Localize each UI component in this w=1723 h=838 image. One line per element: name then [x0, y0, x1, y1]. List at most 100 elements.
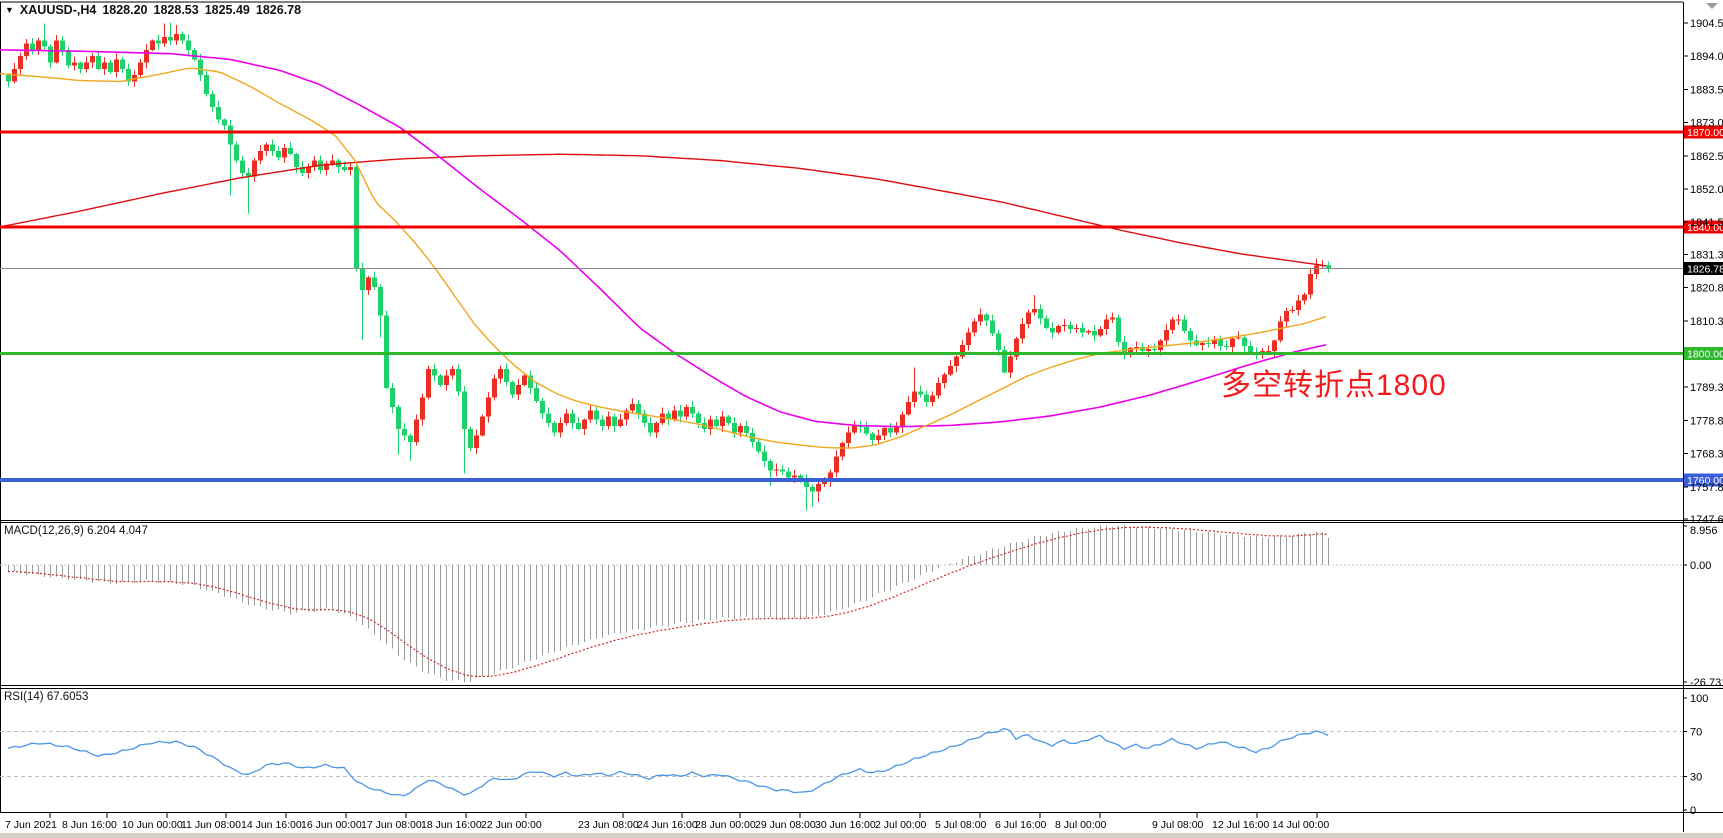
- time-label: 10 Jun 00:00: [122, 819, 183, 831]
- candle-body: [618, 419, 623, 427]
- candle-body: [1116, 317, 1121, 342]
- candle-body: [1200, 342, 1205, 345]
- candle-body: [1230, 338, 1235, 348]
- candle-body: [1242, 337, 1247, 346]
- candle-body: [228, 125, 233, 145]
- candle-body: [162, 37, 167, 44]
- candle-body: [1278, 321, 1283, 341]
- candle-body: [444, 375, 449, 385]
- candle-body: [894, 427, 899, 433]
- candle-body: [552, 422, 557, 433]
- macd-scale-label: 8.956: [1690, 525, 1718, 537]
- candle-body: [1284, 311, 1289, 322]
- candle-body: [984, 314, 989, 321]
- candle-body: [60, 40, 65, 50]
- price-tick-label: 1831.30: [1690, 249, 1723, 261]
- candle-body: [1266, 351, 1271, 353]
- time-label: 9 Jul 08:00: [1152, 819, 1204, 831]
- current-price-label-text: 1826.78: [1687, 264, 1723, 276]
- candle-body: [1296, 300, 1301, 311]
- candle-body: [222, 119, 227, 126]
- candle-body: [1104, 319, 1109, 330]
- candle-body: [36, 40, 41, 50]
- candle-body: [1098, 329, 1103, 336]
- candle-body: [456, 369, 461, 392]
- chart-annotation-text[interactable]: 多空转折点1800: [1221, 369, 1447, 402]
- rsi-scale-label: 30: [1690, 771, 1702, 783]
- candle-body: [972, 321, 977, 333]
- candle-body: [84, 62, 89, 69]
- candle-body: [1068, 324, 1073, 330]
- candle-body: [408, 435, 413, 442]
- candle-body: [816, 484, 821, 492]
- candle-body: [978, 314, 983, 322]
- candle-body: [942, 374, 947, 383]
- candle-body: [1302, 294, 1307, 301]
- time-label: 14 Jun 16:00: [241, 819, 302, 831]
- level-label-text: 1840.00: [1687, 222, 1723, 234]
- candle-body: [720, 416, 725, 427]
- candle-body: [528, 375, 533, 389]
- candle-body: [1122, 341, 1127, 355]
- level-label-text: 1800.00: [1687, 348, 1723, 360]
- candle-body: [666, 413, 671, 420]
- time-label: 22 Jun 00:00: [481, 819, 542, 831]
- candle-body: [108, 62, 113, 73]
- candle-body: [570, 413, 575, 423]
- ohlc-open: 1828.20: [102, 3, 148, 17]
- candle-body: [288, 147, 293, 155]
- candle-body: [282, 147, 287, 158]
- candle-body: [612, 416, 617, 427]
- candle-body: [756, 441, 761, 452]
- candle-body: [1062, 324, 1067, 326]
- candle-body: [918, 391, 923, 395]
- candle-body: [156, 40, 161, 44]
- candle-body: [600, 419, 605, 427]
- time-label: 24 Jun 16:00: [637, 819, 698, 831]
- ma-orange-line: [0, 67, 1327, 449]
- candle-body: [114, 59, 119, 73]
- candle-body: [1044, 318, 1049, 329]
- candle-body: [516, 384, 521, 395]
- candle-body: [870, 433, 875, 440]
- candle-body: [1314, 265, 1319, 274]
- symbol-dropdown-icon[interactable]: ▼: [5, 5, 14, 15]
- price-tick-label: 1862.50: [1690, 151, 1723, 163]
- ohlc-low: 1825.49: [204, 3, 250, 17]
- candle-body: [1170, 319, 1175, 331]
- candle-body: [1002, 350, 1007, 373]
- candle-body: [312, 160, 317, 167]
- candle-body: [768, 460, 773, 471]
- candle-body: [126, 68, 131, 82]
- candle-body: [1152, 349, 1157, 351]
- candle-body: [1212, 339, 1217, 344]
- rsi-scale-label: 70: [1690, 727, 1702, 739]
- candle-body: [426, 369, 431, 398]
- candle-body: [504, 369, 509, 382]
- candle-body: [264, 144, 269, 152]
- time-label: 16 Jun 00:00: [301, 819, 362, 831]
- candle-body: [1182, 319, 1187, 332]
- time-label: 8 Jul 00:00: [1055, 819, 1107, 831]
- price-tick-label: 1883.50: [1690, 84, 1723, 96]
- candle-body: [462, 391, 467, 430]
- candle-body: [714, 419, 719, 427]
- candle-body: [210, 94, 215, 107]
- price-tick-label: 1810.30: [1690, 316, 1723, 328]
- macd-signal-line: [7, 526, 1329, 678]
- candle-body: [630, 403, 635, 411]
- candle-body: [708, 419, 713, 430]
- candle-body: [1032, 309, 1037, 313]
- candle-body: [522, 375, 527, 385]
- candle-body: [204, 75, 209, 95]
- candle-body: [1020, 323, 1025, 339]
- candle-body: [342, 166, 347, 171]
- chart-scroll-marker-icon[interactable]: [1706, 3, 1718, 9]
- candle-body: [654, 422, 659, 433]
- candle-body: [1224, 345, 1229, 348]
- candle-body: [276, 151, 281, 158]
- macd-scale-label: -26.731: [1690, 677, 1723, 689]
- candle-body: [912, 391, 917, 402]
